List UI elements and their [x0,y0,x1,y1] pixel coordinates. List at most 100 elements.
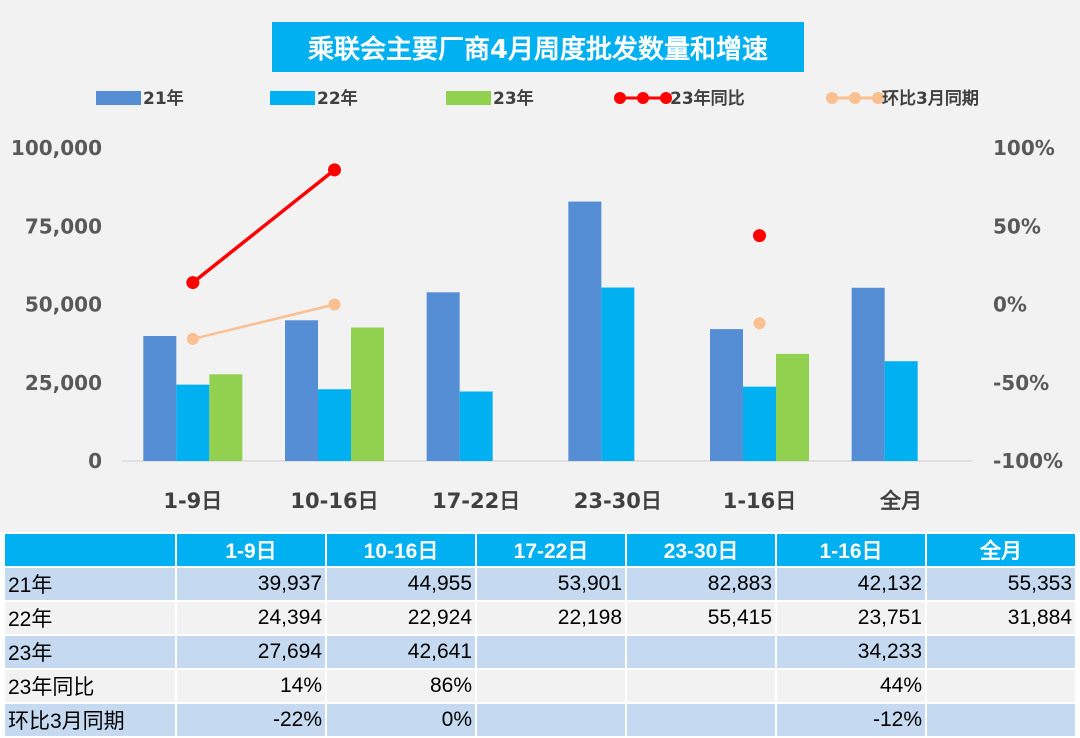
line-point [328,298,341,311]
table-cell: 82,883 [627,568,775,600]
x-tick-label: 全月 [879,489,922,513]
table-row-label: 21年 [5,568,175,600]
table-cell [477,670,625,702]
legend-marker [660,92,672,104]
table-row-label: 23年 [5,636,175,668]
table-row-label: 22年 [5,602,175,634]
legend-swatch [270,91,315,105]
y-left-tick-label: 50,000 [25,293,102,317]
table-row-label: 23年同比 [5,670,175,702]
table-column-header: 17-22日 [477,534,625,566]
bar [568,201,602,461]
table-cell: 22,924 [327,602,475,634]
table-cell: 23,751 [777,602,925,634]
y-right-tick-label: 0% [993,293,1027,317]
table-cell: 31,884 [927,602,1075,634]
table-row: 21年 39,937 44,955 53,901 82,883 42,132 55,353 [5,568,1075,600]
table-cell [627,636,775,668]
table-cell [927,636,1075,668]
bar [776,353,809,461]
table-cell: 14% [177,670,325,702]
y-right-tick-label: 50% [993,214,1041,238]
table-cell: 39,937 [177,568,325,600]
bar [426,292,460,461]
table-row: 23年同比 14% 86% 44% [5,670,1075,702]
y-left-tick-label: 100,000 [11,136,102,160]
legend-swatch [96,91,141,105]
table-header-row: 1-9日 10-16日 17-22日 23-30日 1-16日 全月 [5,534,1075,566]
bar [601,287,635,461]
bar [351,327,384,461]
bar [710,329,743,461]
y-left-tick-label: 0 [88,449,102,473]
legend-marker [849,92,861,104]
bar [318,389,351,461]
chart-area: 乘联会主要厂商4月周度批发数量和增速 0 25,000 50,000 75,000 10… [0,0,1080,532]
table-cell: 24,394 [177,602,325,634]
y-left-tick-label: 25,000 [25,371,102,395]
table-cell: 44% [777,670,925,702]
x-tick-label: 17-22日 [432,489,520,513]
bar [884,361,918,461]
legend-label: 21年 [143,88,184,109]
legend-marker [637,92,649,104]
series-line [192,303,335,341]
table-cell [627,704,775,736]
table-cell [477,704,625,736]
bar [209,374,243,461]
table-column-header: 1-9日 [177,534,325,566]
x-tick-label: 10-16日 [290,489,378,513]
table-corner-cell [5,534,175,566]
table-column-header: 10-16日 [327,534,475,566]
y-right-tick-label: -50% [993,371,1049,395]
legend-label: 环比3月同期 [882,88,979,109]
table-row-label: 环比3月同期 [5,704,175,736]
legend-marker [872,92,884,104]
bar [143,335,177,461]
series-line [191,168,336,284]
table-cell: -12% [777,704,925,736]
table-row: 23年 27,694 42,641 34,233 [5,636,1075,668]
table-cell: 55,415 [627,602,775,634]
table-cell: 0% [327,704,475,736]
table-cell: 53,901 [477,568,625,600]
table-cell [927,670,1075,702]
line-point [186,276,200,290]
line-point [186,332,199,345]
table-row: 22年 24,394 22,924 22,198 55,415 23,751 31,884 [5,602,1075,634]
table-cell: 27,694 [177,636,325,668]
table-cell: 34,233 [777,636,925,668]
y-right-tick-label: -100% [993,449,1063,473]
table-cell: 42,132 [777,568,925,600]
table-cell: 44,955 [327,568,475,600]
legend-marker [826,92,838,104]
table-cell: 86% [327,670,475,702]
table-row: 环比3月同期 -22% 0% -12% [5,704,1075,736]
x-tick-label: 23-30日 [574,489,662,513]
legend-marker [614,92,626,104]
table-cell [477,636,625,668]
table-cell: -22% [177,704,325,736]
data-table: 1-9日 10-16日 17-22日 23-30日 1-16日 全月 21年 39,937 4… [3,532,1077,738]
table-body: 21年 39,937 44,955 53,901 82,883 42,132 55,353 2… [5,568,1075,736]
combo-chart: 0 25,000 50,000 75,000 100,000 -100% -50% 0% 50%… [11,88,1063,513]
x-tick-label: 1-9日 [163,489,222,513]
table-cell: 22,198 [477,602,625,634]
x-tick-label: 1-16日 [723,489,797,513]
legend-label: 23年同比 [670,88,745,109]
line-point [753,317,766,330]
table-cell: 55,353 [927,568,1075,600]
table-cell: 42,641 [327,636,475,668]
y-left-tick-label: 75,000 [25,214,102,238]
table-cell [927,704,1075,736]
table-column-header: 23-30日 [627,534,775,566]
table-column-header: 1-16日 [777,534,925,566]
legend-label: 22年 [317,88,358,109]
bar [176,384,210,461]
bar [851,287,885,461]
bar [285,320,318,461]
bar [459,391,493,461]
line-point [753,229,766,243]
bar [743,386,776,461]
y-right-tick-label: 100% [993,136,1055,160]
